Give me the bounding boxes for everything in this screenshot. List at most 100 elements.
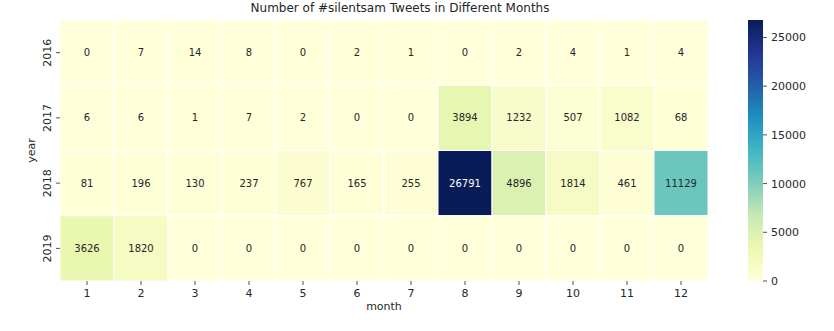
cell-label: 0 (462, 47, 468, 58)
x-tick (627, 281, 628, 285)
colorbar-tick-label: 20000 (771, 80, 806, 93)
y-tick (56, 248, 60, 249)
cell-label: 165 (347, 178, 366, 189)
cell (168, 151, 222, 216)
cell (654, 216, 708, 281)
cell (276, 151, 330, 216)
x-tick-label: 8 (462, 287, 469, 300)
colorbar-tick (763, 232, 767, 233)
x-tick-label: 2 (138, 287, 145, 300)
cell (222, 151, 276, 216)
cell-label: 81 (81, 178, 94, 189)
cell-label: 11129 (665, 178, 697, 189)
cell-label: 1814 (560, 178, 585, 189)
cell-label: 0 (678, 243, 684, 254)
colorbar-tick-label: 15000 (771, 129, 806, 142)
cell (600, 151, 654, 216)
cell-label: 130 (185, 178, 204, 189)
cell-label: 1 (624, 47, 630, 58)
cell (546, 151, 600, 216)
cell-label: 196 (131, 178, 150, 189)
cell-label: 1 (408, 47, 414, 58)
x-tick (303, 281, 304, 285)
colorbar-tick (763, 134, 767, 135)
cell-label: 3626 (74, 243, 99, 254)
cell (330, 216, 384, 281)
cell (600, 20, 654, 85)
cell-label: 0 (84, 47, 90, 58)
cell-label: 0 (570, 243, 576, 254)
x-tick-label: 5 (300, 287, 307, 300)
cell-labels: 0714802102414661720038941232507108268811… (74, 47, 697, 254)
cell-label: 0 (300, 243, 306, 254)
y-axis-label: year (25, 138, 38, 163)
cell-label: 3894 (452, 112, 477, 123)
cell (384, 85, 438, 150)
cell (60, 151, 114, 216)
cell-label: 2 (354, 47, 360, 58)
cell-label: 767 (293, 178, 312, 189)
cell-label: 4 (570, 47, 576, 58)
cell-label: 1232 (506, 112, 531, 123)
cell (546, 216, 600, 281)
y-tick-label: 2019 (41, 234, 54, 262)
cell-label: 0 (354, 243, 360, 254)
cell (222, 85, 276, 150)
x-tick-label: 1 (84, 287, 91, 300)
cell (330, 151, 384, 216)
x-tick-label: 4 (246, 287, 253, 300)
x-tick (195, 281, 196, 285)
cell (60, 216, 114, 281)
cell-label: 2 (300, 112, 306, 123)
cell-label: 1082 (614, 112, 639, 123)
cell-label: 0 (246, 243, 252, 254)
cell (654, 151, 708, 216)
cell (600, 85, 654, 150)
cell (492, 216, 546, 281)
x-tick (141, 281, 142, 285)
cell (438, 85, 492, 150)
cell-label: 461 (617, 178, 636, 189)
cell-label: 237 (239, 178, 258, 189)
cell-label: 0 (192, 243, 198, 254)
cell-label: 1820 (128, 243, 153, 254)
cell (222, 216, 276, 281)
cell (168, 20, 222, 85)
cell (654, 85, 708, 150)
cell (384, 20, 438, 85)
title: Number of #silentsam Tweets in Different… (251, 1, 550, 15)
cell (492, 151, 546, 216)
x-tick-label: 12 (674, 287, 688, 300)
x-tick (357, 281, 358, 285)
cell-label: 6 (138, 112, 144, 123)
x-tick-label: 3 (192, 287, 199, 300)
y-tick (56, 183, 60, 184)
cells (60, 20, 708, 281)
cell-label: 7 (246, 112, 252, 123)
cell-label: 26791 (449, 178, 481, 189)
cell (60, 85, 114, 150)
cell-label: 0 (462, 243, 468, 254)
cell (492, 20, 546, 85)
cell (168, 216, 222, 281)
cell-label: 8 (246, 47, 252, 58)
cell (600, 216, 654, 281)
cell (546, 85, 600, 150)
cell (60, 20, 114, 85)
cell (384, 216, 438, 281)
y-tick (56, 117, 60, 118)
colorbar-tick (763, 183, 767, 184)
cell (654, 20, 708, 85)
cell (438, 151, 492, 216)
x-tick (411, 281, 412, 285)
cell-label: 255 (401, 178, 420, 189)
cell (330, 20, 384, 85)
cell-label: 507 (563, 112, 582, 123)
cell (438, 20, 492, 85)
x-tick (519, 281, 520, 285)
cell (384, 151, 438, 216)
x-tick-label: 11 (620, 287, 634, 300)
cell (168, 85, 222, 150)
colorbar (748, 20, 763, 281)
cell-label: 4896 (506, 178, 531, 189)
